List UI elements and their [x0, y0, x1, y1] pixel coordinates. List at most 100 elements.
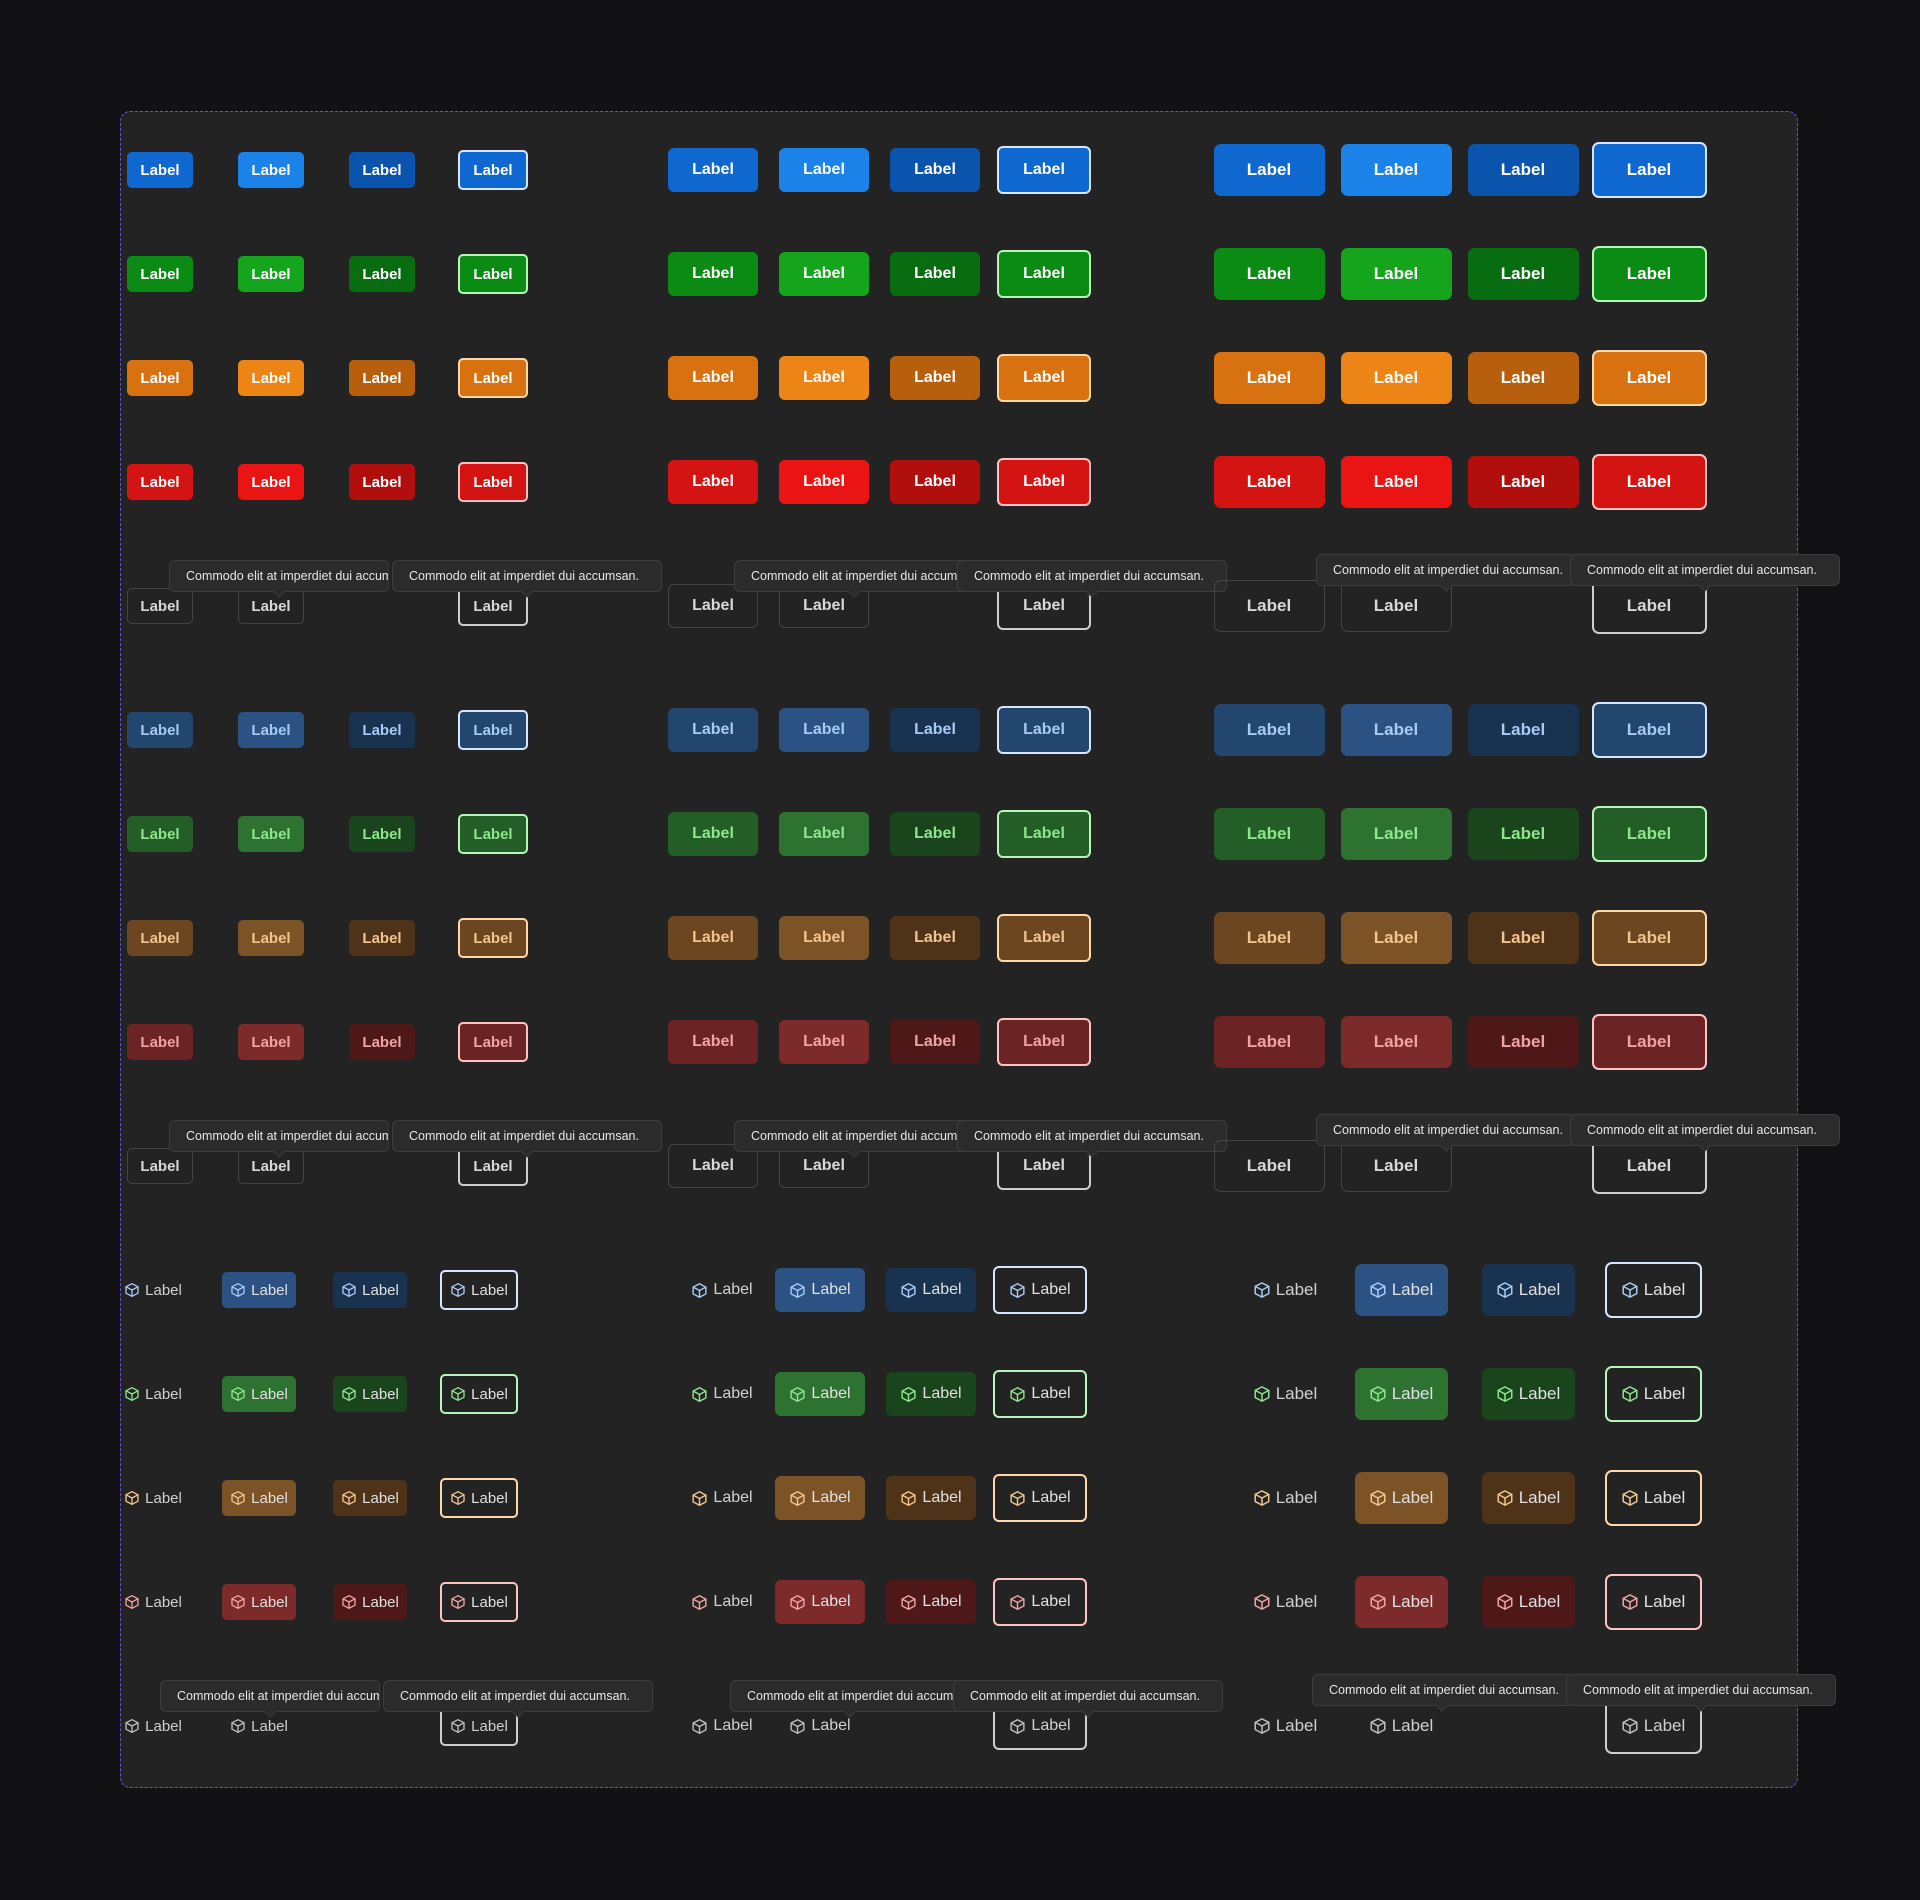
button-soft-green-hover[interactable]: Label	[779, 812, 869, 856]
button-solid-blue-focus[interactable]: Label	[997, 146, 1091, 194]
button-solid-orange-default[interactable]: Label	[127, 360, 193, 396]
button-soft-green-focus[interactable]: Label	[1591, 806, 1707, 862]
icon-button-blue-pressed[interactable]: Label	[333, 1272, 407, 1308]
button-solid-red-hover[interactable]: Label	[1340, 456, 1452, 508]
button-soft-red-pressed[interactable]: Label	[1467, 1016, 1579, 1068]
button-solid-red-hover[interactable]: Label	[238, 464, 304, 500]
icon-button-orange-pressed[interactable]: Label	[333, 1480, 407, 1516]
button-neutral-focus[interactable]: Label	[458, 1146, 528, 1186]
button-soft-blue-hover[interactable]: Label	[1340, 704, 1452, 756]
button-solid-green-focus[interactable]: Label	[997, 250, 1091, 298]
button-soft-red-hover[interactable]: Label	[1340, 1016, 1452, 1068]
icon-button-red-hover[interactable]: Label	[775, 1580, 865, 1624]
icon-button-orange-focus[interactable]: Label	[440, 1478, 518, 1518]
button-soft-blue-pressed[interactable]: Label	[1467, 704, 1579, 756]
button-solid-orange-hover[interactable]: Label	[1340, 352, 1452, 404]
icon-button-neutral-ghost[interactable]: Label	[114, 1708, 192, 1744]
button-solid-orange-focus[interactable]: Label	[1591, 350, 1707, 406]
button-soft-orange-focus[interactable]: Label	[997, 914, 1091, 962]
icon-button-orange-pressed[interactable]: Label	[1481, 1472, 1575, 1524]
button-soft-blue-default[interactable]: Label	[1213, 704, 1325, 756]
button-solid-green-default[interactable]: Label	[668, 252, 758, 296]
button-soft-green-hover[interactable]: Label	[1340, 808, 1452, 860]
button-neutral-focus[interactable]: Label	[1591, 1138, 1707, 1194]
icon-button-green-pressed[interactable]: Label	[333, 1376, 407, 1412]
button-solid-orange-hover[interactable]: Label	[779, 356, 869, 400]
icon-button-neutral-focus[interactable]: Label	[440, 1706, 518, 1746]
icon-button-neutral-hover[interactable]: Label	[1355, 1700, 1448, 1752]
icon-button-neutral-hover[interactable]: Label	[222, 1708, 296, 1744]
button-solid-green-default[interactable]: Label	[1213, 248, 1325, 300]
button-neutral-default[interactable]: Label	[1213, 1140, 1325, 1192]
button-solid-blue-pressed[interactable]: Label	[349, 152, 415, 188]
icon-button-blue-pressed[interactable]: Label	[886, 1268, 976, 1312]
button-solid-blue-hover[interactable]: Label	[1340, 144, 1452, 196]
button-soft-blue-focus[interactable]: Label	[1591, 702, 1707, 758]
button-neutral-default[interactable]: Label	[127, 588, 193, 624]
button-soft-red-hover[interactable]: Label	[238, 1024, 304, 1060]
button-neutral-default[interactable]: Label	[668, 584, 758, 628]
button-soft-orange-pressed[interactable]: Label	[1467, 912, 1579, 964]
button-solid-red-default[interactable]: Label	[668, 460, 758, 504]
icon-button-green-hover[interactable]: Label	[775, 1372, 865, 1416]
button-soft-red-hover[interactable]: Label	[779, 1020, 869, 1064]
button-solid-orange-default[interactable]: Label	[668, 356, 758, 400]
button-solid-orange-pressed[interactable]: Label	[349, 360, 415, 396]
icon-button-blue-ghost[interactable]: Label	[682, 1268, 762, 1312]
icon-button-neutral-focus[interactable]: Label	[1604, 1698, 1702, 1754]
button-soft-red-default[interactable]: Label	[668, 1020, 758, 1064]
button-soft-green-default[interactable]: Label	[127, 816, 193, 852]
icon-button-blue-focus[interactable]: Label	[993, 1266, 1087, 1314]
button-solid-red-pressed[interactable]: Label	[1467, 456, 1579, 508]
button-solid-blue-default[interactable]: Label	[127, 152, 193, 188]
button-soft-green-default[interactable]: Label	[668, 812, 758, 856]
button-soft-blue-hover[interactable]: Label	[779, 708, 869, 752]
icon-button-blue-hover[interactable]: Label	[222, 1272, 296, 1308]
button-soft-blue-focus[interactable]: Label	[997, 706, 1091, 754]
button-solid-green-focus[interactable]: Label	[458, 254, 528, 294]
button-soft-green-focus[interactable]: Label	[458, 814, 528, 854]
button-soft-green-pressed[interactable]: Label	[890, 812, 980, 856]
button-solid-red-pressed[interactable]: Label	[349, 464, 415, 500]
button-neutral-default[interactable]: Label	[1213, 580, 1325, 632]
button-soft-orange-hover[interactable]: Label	[779, 916, 869, 960]
icon-button-green-focus[interactable]: Label	[993, 1370, 1087, 1418]
button-soft-orange-default[interactable]: Label	[1213, 912, 1325, 964]
icon-button-red-focus[interactable]: Label	[1604, 1574, 1702, 1630]
button-soft-green-focus[interactable]: Label	[997, 810, 1091, 858]
button-soft-red-default[interactable]: Label	[1213, 1016, 1325, 1068]
button-soft-blue-pressed[interactable]: Label	[890, 708, 980, 752]
icon-button-green-focus[interactable]: Label	[440, 1374, 518, 1414]
icon-button-orange-hover[interactable]: Label	[1354, 1472, 1448, 1524]
icon-button-red-hover[interactable]: Label	[222, 1584, 296, 1620]
icon-button-orange-hover[interactable]: Label	[222, 1480, 296, 1516]
icon-button-orange-ghost[interactable]: Label	[114, 1480, 192, 1516]
icon-button-green-ghost[interactable]: Label	[114, 1376, 192, 1412]
icon-button-red-pressed[interactable]: Label	[1481, 1576, 1575, 1628]
button-solid-green-focus[interactable]: Label	[1591, 246, 1707, 302]
button-soft-orange-pressed[interactable]: Label	[890, 916, 980, 960]
button-solid-orange-hover[interactable]: Label	[238, 360, 304, 396]
button-solid-green-default[interactable]: Label	[127, 256, 193, 292]
button-solid-blue-focus[interactable]: Label	[1591, 142, 1707, 198]
button-solid-green-pressed[interactable]: Label	[890, 252, 980, 296]
icon-button-orange-ghost[interactable]: Label	[1245, 1472, 1325, 1524]
icon-button-blue-ghost[interactable]: Label	[1245, 1264, 1325, 1316]
button-solid-red-default[interactable]: Label	[127, 464, 193, 500]
icon-button-blue-hover[interactable]: Label	[1354, 1264, 1448, 1316]
icon-button-red-ghost[interactable]: Label	[682, 1580, 762, 1624]
button-solid-green-hover[interactable]: Label	[238, 256, 304, 292]
icon-button-red-pressed[interactable]: Label	[333, 1584, 407, 1620]
button-solid-red-pressed[interactable]: Label	[890, 460, 980, 504]
icon-button-green-pressed[interactable]: Label	[886, 1372, 976, 1416]
icon-button-blue-focus[interactable]: Label	[1604, 1262, 1702, 1318]
icon-button-green-ghost[interactable]: Label	[1245, 1368, 1325, 1420]
icon-button-green-hover[interactable]: Label	[1354, 1368, 1448, 1420]
button-solid-green-hover[interactable]: Label	[1340, 248, 1452, 300]
button-soft-orange-hover[interactable]: Label	[238, 920, 304, 956]
button-solid-blue-default[interactable]: Label	[668, 148, 758, 192]
button-soft-blue-default[interactable]: Label	[668, 708, 758, 752]
button-neutral-hover[interactable]: Label	[1340, 580, 1452, 632]
button-solid-orange-focus[interactable]: Label	[458, 358, 528, 398]
button-soft-orange-focus[interactable]: Label	[1591, 910, 1707, 966]
